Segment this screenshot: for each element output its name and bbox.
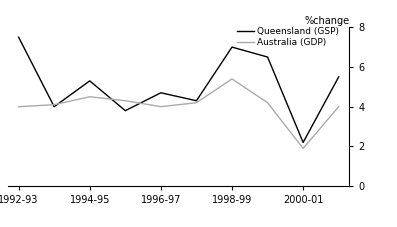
Text: %change: %change bbox=[304, 16, 349, 26]
Legend: Queensland (GSP), Australia (GDP): Queensland (GSP), Australia (GDP) bbox=[237, 27, 339, 47]
